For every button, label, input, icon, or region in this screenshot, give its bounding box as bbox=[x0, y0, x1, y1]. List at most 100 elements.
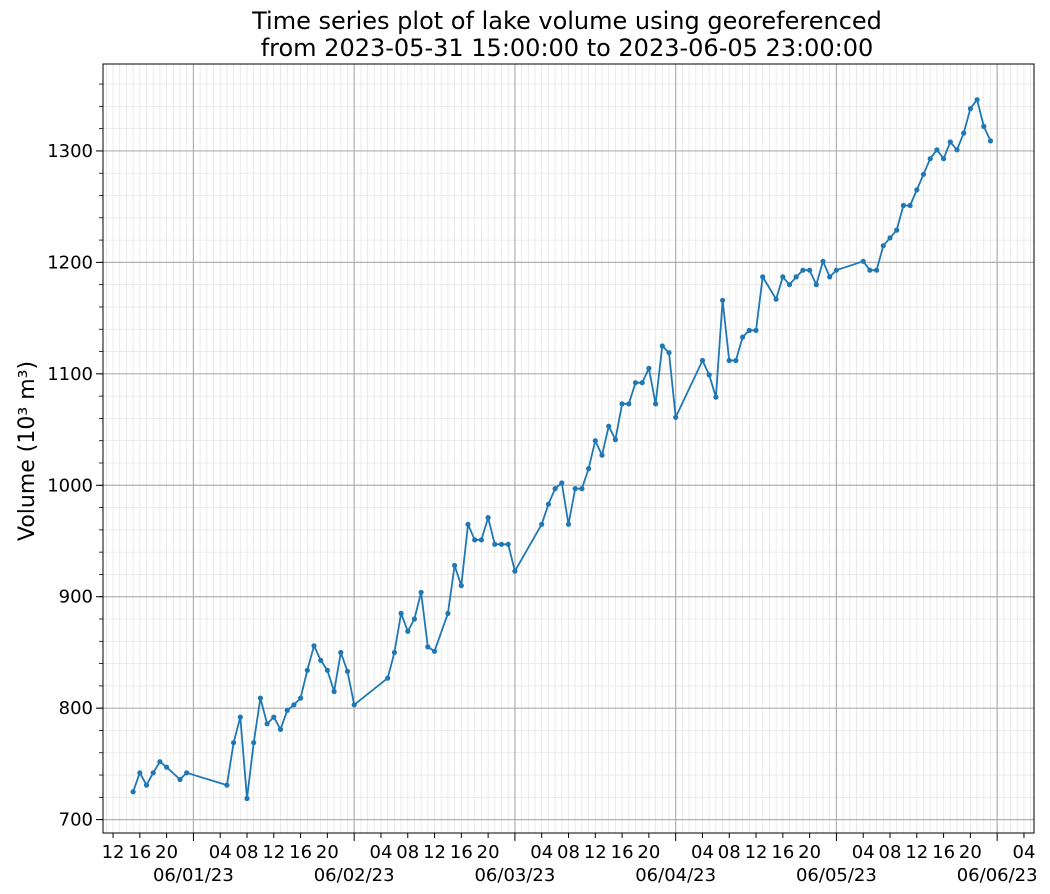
x-tick-label-hour: 08 bbox=[557, 842, 580, 863]
data-point bbox=[472, 537, 478, 543]
y-tick-label: 1300 bbox=[47, 141, 93, 162]
data-point bbox=[398, 610, 404, 617]
data-point bbox=[257, 695, 263, 701]
data-point bbox=[184, 770, 190, 776]
x-tick-label-date: 06/01/23 bbox=[153, 865, 234, 886]
data-point bbox=[565, 521, 572, 527]
data-point bbox=[445, 610, 451, 617]
data-point bbox=[177, 776, 183, 783]
data-point bbox=[666, 350, 672, 356]
data-point bbox=[539, 521, 545, 527]
data-point bbox=[298, 695, 304, 701]
y-tick-label: 1100 bbox=[47, 364, 93, 385]
data-point bbox=[860, 258, 866, 264]
data-point bbox=[632, 380, 639, 386]
data-point bbox=[304, 667, 310, 673]
data-point bbox=[900, 202, 907, 209]
data-point bbox=[164, 764, 170, 770]
data-point bbox=[284, 707, 290, 714]
data-point bbox=[887, 235, 893, 241]
x-tick-label-hour: 20 bbox=[316, 842, 339, 863]
x-tick-label-hour: 08 bbox=[718, 842, 741, 863]
data-point bbox=[619, 401, 625, 407]
x-tick-label-hour: 20 bbox=[477, 842, 500, 863]
data-point bbox=[331, 688, 337, 695]
x-tick-label-hour: 12 bbox=[423, 842, 446, 863]
data-point bbox=[559, 480, 565, 486]
data-point bbox=[431, 648, 438, 654]
y-axis-label: Volume (10³ m³) bbox=[15, 361, 40, 541]
data-point bbox=[947, 139, 953, 145]
data-point bbox=[833, 267, 840, 273]
data-point bbox=[599, 452, 605, 458]
x-tick-label-hour: 08 bbox=[236, 842, 259, 863]
data-point bbox=[425, 644, 431, 650]
data-point bbox=[827, 274, 833, 280]
data-point bbox=[592, 438, 598, 444]
data-point bbox=[941, 156, 947, 162]
data-point bbox=[954, 147, 960, 153]
data-point bbox=[807, 267, 813, 273]
data-point bbox=[639, 380, 645, 386]
x-tick-label-hour: 08 bbox=[396, 842, 419, 863]
data-point bbox=[961, 130, 967, 136]
data-point bbox=[907, 202, 913, 209]
data-point bbox=[512, 568, 518, 574]
data-point bbox=[720, 297, 726, 303]
x-tick-label-hour: 12 bbox=[745, 842, 768, 863]
y-tick-label: 700 bbox=[59, 810, 93, 831]
data-point bbox=[137, 770, 143, 776]
data-point bbox=[780, 274, 786, 280]
y-tick-label: 900 bbox=[59, 587, 93, 608]
data-point bbox=[264, 721, 270, 727]
data-point bbox=[552, 486, 558, 492]
data-point bbox=[786, 282, 793, 288]
data-point bbox=[465, 521, 471, 527]
data-point bbox=[311, 643, 317, 649]
x-tick-label-hour: 12 bbox=[102, 842, 125, 863]
minor-grid bbox=[103, 64, 1034, 833]
x-tick-label-hour: 04 bbox=[209, 842, 232, 863]
data-point bbox=[606, 423, 612, 429]
data-point bbox=[324, 667, 330, 673]
data-point bbox=[277, 726, 284, 733]
data-point bbox=[733, 357, 739, 364]
x-tick-label-date: 06/06/23 bbox=[957, 865, 1038, 886]
y-tick-labels: 700 800 900 1000 1100 1200 1300 bbox=[47, 141, 93, 831]
data-point bbox=[344, 668, 351, 675]
data-point bbox=[452, 562, 458, 569]
x-tick-label-hour: 16 bbox=[771, 842, 794, 863]
data-point bbox=[927, 156, 933, 162]
data-point bbox=[271, 714, 277, 720]
x-tick-label-hour: 16 bbox=[289, 842, 312, 863]
data-point bbox=[987, 138, 994, 144]
data-point bbox=[914, 187, 920, 193]
series-line-layer bbox=[130, 97, 994, 802]
data-point bbox=[391, 649, 397, 656]
data-point bbox=[385, 675, 391, 681]
x-tick-label-hour: 16 bbox=[450, 842, 473, 863]
data-point bbox=[894, 227, 900, 233]
data-point bbox=[418, 589, 424, 595]
data-point bbox=[505, 541, 511, 547]
x-tick-label-hour: 04 bbox=[530, 842, 553, 863]
data-point bbox=[492, 541, 498, 547]
data-point bbox=[880, 243, 886, 249]
data-point bbox=[351, 702, 357, 708]
data-point bbox=[572, 486, 578, 492]
data-point bbox=[579, 486, 585, 492]
data-point bbox=[699, 357, 706, 364]
x-tick-label-hour: 12 bbox=[905, 842, 928, 863]
data-point bbox=[920, 171, 927, 177]
data-point bbox=[813, 282, 819, 288]
axis-ticks bbox=[96, 83, 1025, 841]
chart-title-line-1: Time series plot of lake volume using ge… bbox=[251, 7, 882, 35]
data-point bbox=[934, 147, 940, 153]
data-point bbox=[800, 267, 806, 273]
data-point bbox=[974, 97, 980, 103]
data-point bbox=[485, 515, 491, 521]
y-tick-label: 800 bbox=[59, 698, 93, 719]
y-tick-label: 1000 bbox=[47, 475, 93, 496]
data-point bbox=[740, 334, 746, 340]
